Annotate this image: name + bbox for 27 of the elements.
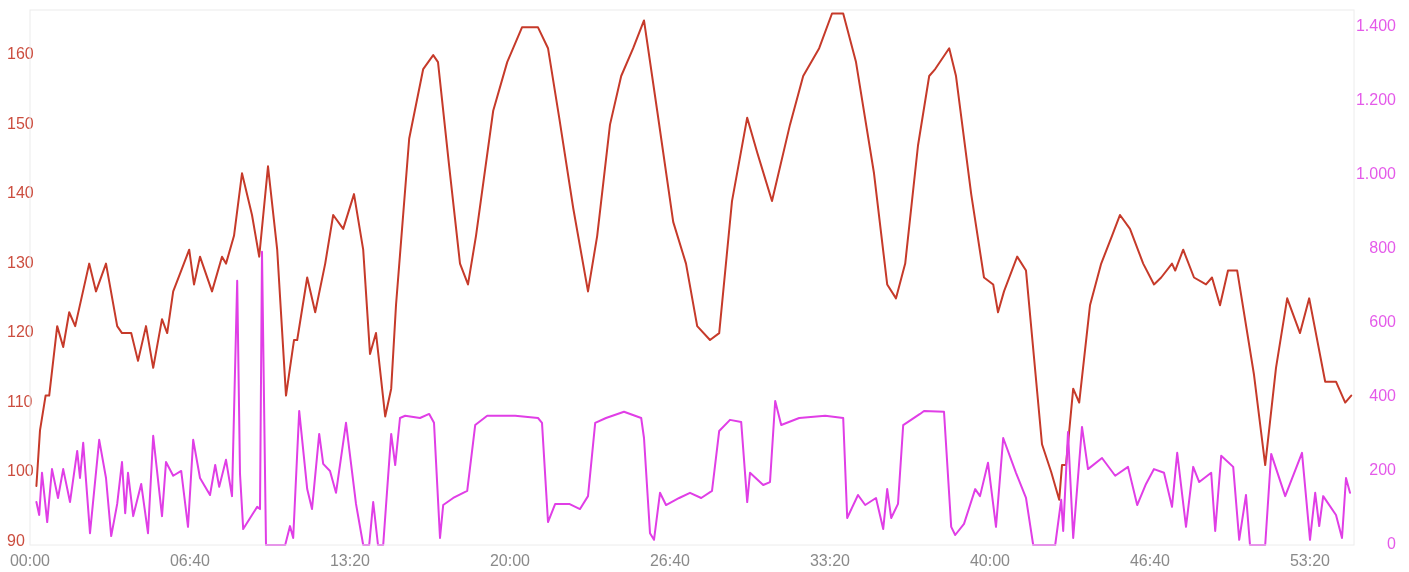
y-tick-label: 100 bbox=[7, 462, 34, 480]
y-tick-label: 130 bbox=[7, 253, 34, 271]
x-tick-label: 46:40 bbox=[1129, 552, 1171, 569]
y-tick-label: 90 bbox=[7, 531, 25, 549]
y2-tick-label: 800 bbox=[1369, 239, 1397, 257]
y2-tick-label: 0 bbox=[1387, 535, 1397, 553]
y2-tick-label: 1.400 bbox=[1355, 16, 1397, 34]
x-tick-label: 06:40 bbox=[169, 552, 211, 569]
y2-tick-label: 1.000 bbox=[1355, 164, 1397, 182]
x-tick-label: 33:20 bbox=[809, 552, 851, 569]
line-series bbox=[35, 12, 1353, 501]
x-tick-label: 53:20 bbox=[1289, 552, 1331, 569]
y2-tick-label: 600 bbox=[1369, 313, 1397, 331]
y2-tick-label: 400 bbox=[1369, 387, 1397, 405]
x-tick-label: 40:00 bbox=[969, 552, 1011, 569]
y-tick-label: 150 bbox=[7, 114, 34, 132]
y-tick-label: 120 bbox=[7, 323, 34, 341]
y2-tick-label: 1.200 bbox=[1355, 90, 1397, 108]
line-series bbox=[35, 250, 1351, 546]
x-tick-label: 00:00 bbox=[9, 552, 51, 569]
y-tick-label: 110 bbox=[7, 392, 33, 410]
y-tick-label: 160 bbox=[7, 45, 34, 63]
x-tick-label: 26:40 bbox=[649, 552, 691, 569]
x-tick-label: 13:20 bbox=[329, 552, 371, 569]
y-tick-label: 140 bbox=[7, 184, 34, 202]
y2-tick-label: 200 bbox=[1369, 461, 1397, 479]
x-tick-label: 20:00 bbox=[489, 552, 531, 569]
